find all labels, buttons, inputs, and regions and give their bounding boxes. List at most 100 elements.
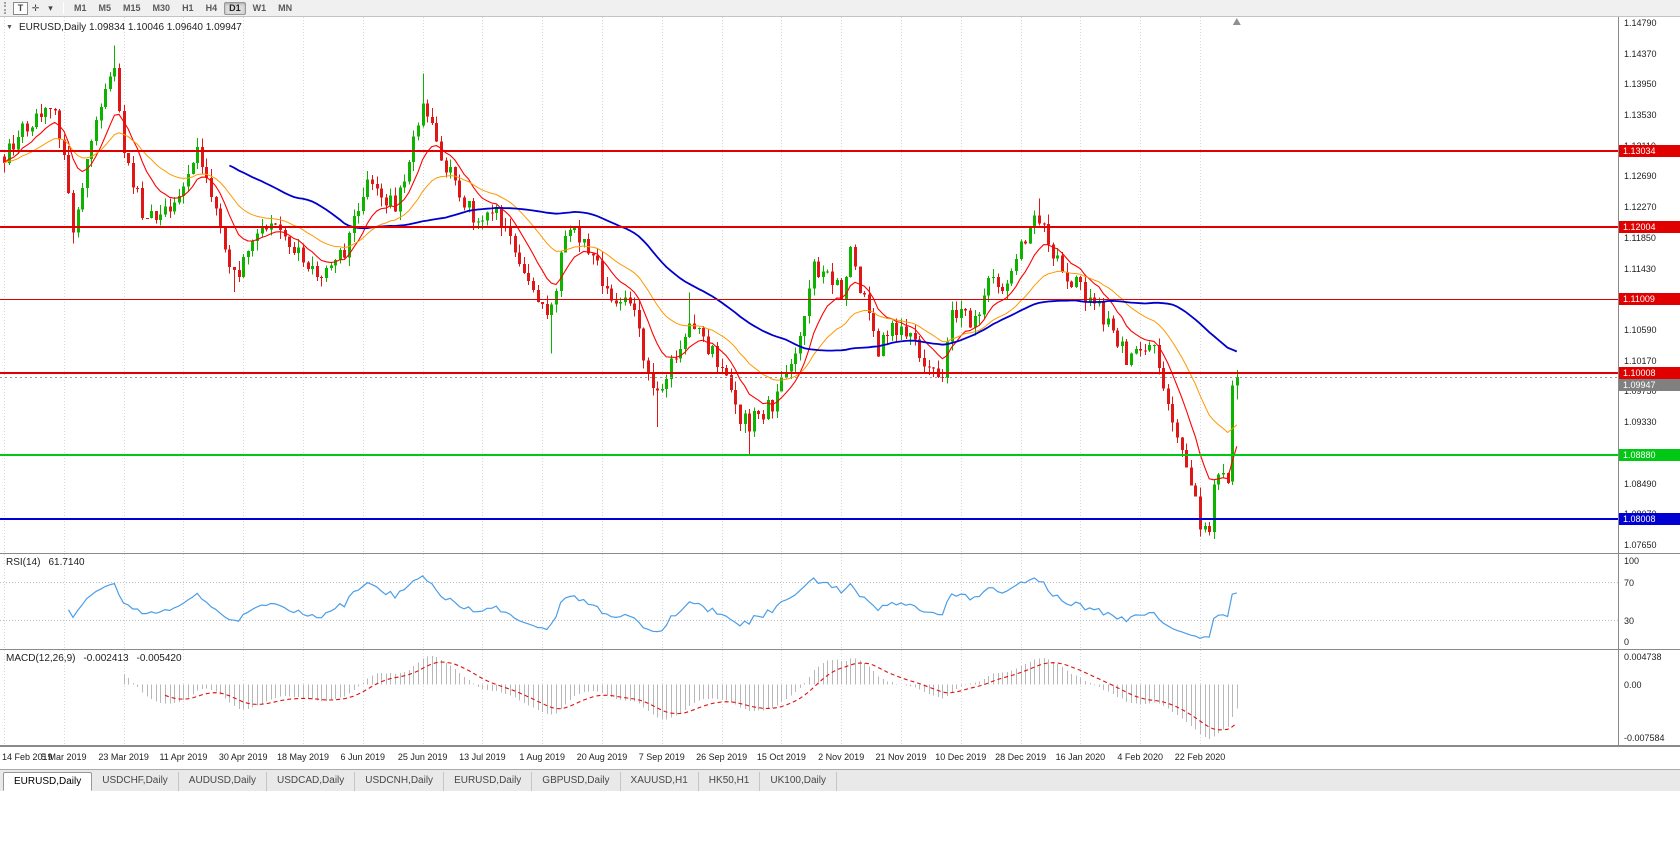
rsi-scale-label: 30 <box>1624 615 1635 626</box>
timeframe-button-h4[interactable]: H4 <box>201 2 223 15</box>
date-label: 2 Nov 2019 <box>818 752 865 762</box>
ma-slow-line <box>229 164 1238 353</box>
chart-shift-marker-icon <box>1232 18 1241 25</box>
price-level-tag: 1.13034 <box>1619 145 1680 158</box>
timeframe-button-mn[interactable]: MN <box>273 2 297 15</box>
timeframe-button-h1[interactable]: H1 <box>177 2 199 15</box>
chart-tab-2[interactable]: AUDUSD,Daily <box>179 772 268 791</box>
chart-toolbar: T ✛ ▾ M1 M5 M15 M30 H1 H4 D1 W1 MN <box>0 0 1680 17</box>
candles-series <box>3 45 1239 540</box>
toolbar-grip[interactable] <box>4 2 9 14</box>
timeframe-button-group: M1 M5 M15 M30 H1 H4 D1 W1 MN <box>69 1 297 15</box>
pane-separator[interactable] <box>0 649 1680 650</box>
price-level-tag: 1.08880 <box>1619 449 1680 461</box>
date-label: 25 Jun 2019 <box>397 752 448 762</box>
chart-tab-0[interactable]: EURUSD,Daily <box>3 772 93 791</box>
rsi-scale-label: 100 <box>1624 556 1640 566</box>
rsi-scale[interactable]: 100 70 30 0 <box>1618 554 1680 649</box>
macd-histogram <box>124 655 1238 740</box>
timeframe-button-w1[interactable]: W1 <box>248 2 272 15</box>
date-label: 7 Sep 2019 <box>638 752 685 762</box>
chart-tab-3[interactable]: USDCAD,Daily <box>267 772 356 791</box>
rsi-scale-label: 0 <box>1624 637 1630 647</box>
rsi-indicator-value: 61.7140 <box>48 557 85 568</box>
price-tick-label: 1.12270 <box>1624 202 1657 213</box>
chart-tab-9[interactable]: UK100,Daily <box>760 772 837 791</box>
price-tick-label: 1.08490 <box>1624 478 1657 489</box>
price-tick-label: 1.11850 <box>1624 232 1656 243</box>
macd-scale-label: 0.004738 <box>1624 652 1662 662</box>
rsi-header: RSI(14) 61.7140 <box>6 557 85 568</box>
chart-symbol-ohlc-line: ▼ EURUSD,Daily 1.09834 1.10046 1.09640 1… <box>6 22 242 33</box>
rsi-line <box>67 575 1237 639</box>
timeframe-button-d1[interactable]: D1 <box>224 1 246 15</box>
chart-tab-4[interactable]: USDCNH,Daily <box>355 772 445 791</box>
grid <box>4 650 1201 745</box>
ma-fast-line <box>3 113 1238 481</box>
price-tick-label: 1.13530 <box>1624 109 1657 120</box>
macd-indicator-name: MACD(12,26,9) <box>6 653 76 664</box>
macd-main-value: -0.002413 <box>83 653 129 664</box>
drawing-tools-dropdown-icon[interactable]: ▾ <box>43 2 58 15</box>
toolbar-separator <box>63 2 64 14</box>
ma-mid-line <box>3 132 1238 434</box>
crosshair-tool-icon[interactable]: ✛ <box>28 2 43 15</box>
date-label: 4 Feb 2020 <box>1117 752 1163 762</box>
price-tick-label: 1.09750 <box>1624 386 1657 397</box>
symbol-ohlc-text: EURUSD,Daily 1.09834 1.10046 1.09640 1.0… <box>18 22 242 33</box>
chart-tab-7[interactable]: XAUUSD,H1 <box>621 772 699 791</box>
time-axis[interactable]: 14 Feb 2019 5 Mar 2019 23 Mar 2019 11 Apr 2… <box>0 746 1680 769</box>
date-label: 6 Jun 2019 <box>340 752 386 762</box>
timeframe-button-m1[interactable]: M1 <box>69 2 92 15</box>
price-level-tag: 1.11009 <box>1619 293 1680 306</box>
macd-scale-label: 0.00 <box>1624 679 1642 690</box>
candlestick-chart-canvas[interactable] <box>0 17 1618 553</box>
date-label: 10 Dec 2019 <box>935 752 987 762</box>
price-tick-label: 1.10170 <box>1624 355 1657 366</box>
rsi-indicator-canvas[interactable] <box>0 554 1618 649</box>
price-tick-label: 1.07650 <box>1624 539 1657 550</box>
date-label: 1 Aug 2019 <box>519 752 565 762</box>
macd-signal-value: -0.005420 <box>136 653 182 664</box>
macd-indicator-canvas[interactable] <box>0 650 1618 745</box>
price-tick-label: 1.11430 <box>1624 263 1656 274</box>
horizontal-level-lines <box>0 150 1618 520</box>
macd-signal-line <box>164 661 1238 731</box>
date-label: 20 Aug 2019 <box>576 752 628 762</box>
date-label: 22 Feb 2020 <box>1174 752 1226 762</box>
price-tick-label: 1.09330 <box>1624 417 1657 428</box>
rsi-indicator-pane: RSI(14) 61.7140 100 70 30 0 <box>0 554 1680 649</box>
date-label: 11 Apr 2019 <box>159 752 208 762</box>
grid <box>4 554 1201 649</box>
rsi-indicator-name: RSI(14) <box>6 557 41 568</box>
text-tool-button[interactable]: T <box>13 1 28 15</box>
collapse-arrow-icon[interactable]: ▼ <box>6 24 13 31</box>
macd-scale[interactable]: 0.004738 0.00 -0.007584 <box>1618 650 1680 745</box>
date-label: 18 May 2019 <box>276 752 330 762</box>
date-label: 13 Jul 2019 <box>459 752 506 762</box>
chart-tab-1[interactable]: USDCHF,Daily <box>92 772 179 791</box>
price-level-tag: 1.12004 <box>1619 220 1680 233</box>
date-label: 16 Jan 2020 <box>1055 752 1106 762</box>
price-level-tag: 1.08008 <box>1619 512 1680 525</box>
price-tick-label: 1.14790 <box>1624 17 1657 28</box>
chart-tab-6[interactable]: GBPUSD,Daily <box>532 772 621 791</box>
macd-header: MACD(12,26,9) -0.002413 -0.005420 <box>6 653 182 664</box>
chart-tabs-bar: EURUSD,Daily USDCHF,Daily AUDUSD,Daily USDC… <box>0 769 1680 791</box>
macd-scale-label: -0.007584 <box>1624 733 1665 743</box>
main-chart-pane: ▼ EURUSD,Daily 1.09834 1.10046 1.09640 1… <box>0 17 1680 553</box>
timeframe-button-m15[interactable]: M15 <box>118 2 146 15</box>
timeframe-button-m30[interactable]: M30 <box>148 2 176 15</box>
chart-tab-5[interactable]: EURUSD,Daily <box>444 772 533 791</box>
chart-tab-8[interactable]: HK50,H1 <box>699 772 761 791</box>
timeframe-button-m5[interactable]: M5 <box>94 2 117 15</box>
price-tick-label: 1.12690 <box>1624 171 1657 182</box>
price-tick-label: 1.13950 <box>1624 79 1657 90</box>
macd-indicator-pane: MACD(12,26,9) -0.002413 -0.005420 0.0047… <box>0 650 1680 745</box>
price-scale[interactable]: 1.147901.143701.139501.135301.131101.126… <box>1618 17 1680 553</box>
date-label: 30 Apr 2019 <box>218 752 268 762</box>
price-tick-label: 1.10590 <box>1624 324 1657 335</box>
pane-separator[interactable] <box>0 745 1680 746</box>
pane-separator[interactable] <box>0 553 1680 554</box>
date-label: 14 Feb 2019 <box>2 752 53 762</box>
